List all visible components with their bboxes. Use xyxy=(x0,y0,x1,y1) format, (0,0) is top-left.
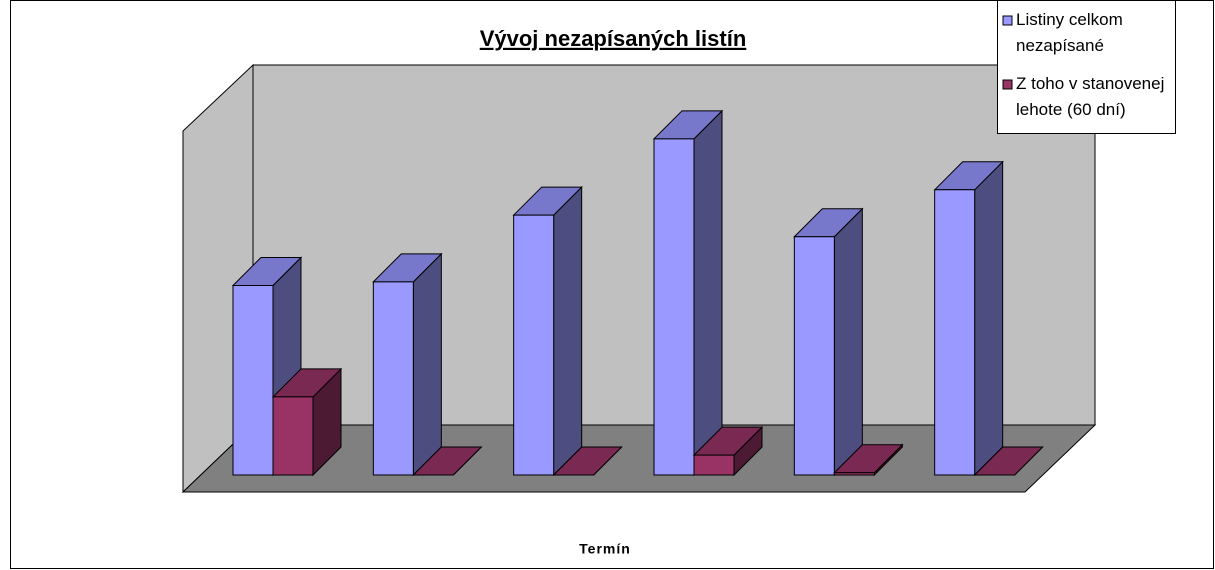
bar-front xyxy=(513,214,555,476)
bar xyxy=(833,443,904,477)
bar xyxy=(692,425,764,477)
bar xyxy=(512,185,583,477)
bar xyxy=(372,252,443,477)
bar-front xyxy=(372,281,414,476)
bar xyxy=(412,446,483,476)
bar-side xyxy=(553,185,583,477)
bar-side xyxy=(974,160,1004,477)
bar-front xyxy=(833,472,875,476)
legend-swatch xyxy=(1002,79,1013,90)
bar xyxy=(271,367,343,477)
bar-side xyxy=(693,109,723,477)
bar-front xyxy=(793,236,835,476)
bar xyxy=(652,109,724,477)
bar-front xyxy=(653,138,695,476)
bar-side xyxy=(833,207,863,477)
bar-front xyxy=(232,284,274,476)
legend-label: Z toho v stanovenej lehote (60 dní) xyxy=(1016,74,1164,119)
bar-front xyxy=(693,454,735,476)
bar xyxy=(973,446,1044,476)
chart-title: Vývoj nezapísaných listín xyxy=(480,26,747,51)
bar-front xyxy=(272,396,314,476)
legend-swatch xyxy=(1002,15,1013,26)
bar-front xyxy=(934,189,976,476)
bar-side xyxy=(412,252,442,477)
legend xyxy=(997,0,1176,134)
x-axis-title: Termín xyxy=(579,541,631,557)
bar xyxy=(552,446,623,476)
bar xyxy=(933,160,1004,477)
legend-label: Listiny celkom nezapísané xyxy=(1016,10,1123,55)
bar xyxy=(793,207,864,477)
